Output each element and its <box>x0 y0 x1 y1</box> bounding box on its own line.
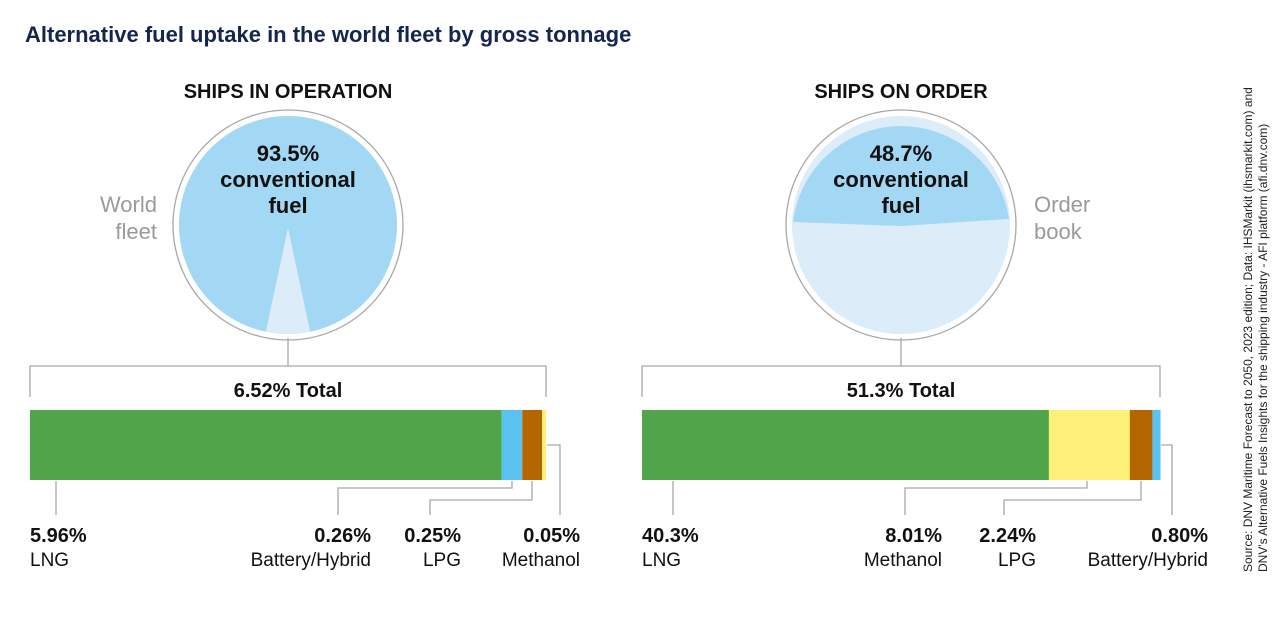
total-label-order: 51.3% Total <box>847 380 956 402</box>
leader-methanol <box>547 444 561 515</box>
value-lng: 5.96% <box>30 525 87 547</box>
bar-segment-battery-hybrid <box>501 410 523 480</box>
pie-value-order: 48.7% <box>870 141 932 166</box>
bar-segment-battery-hybrid <box>1152 410 1161 480</box>
pie-label-line1: conventional <box>833 167 969 192</box>
leader-lpg <box>1003 481 1142 515</box>
bar-segment-lng <box>30 410 502 480</box>
name-lng: LNG <box>30 550 69 571</box>
bar-segment-methanol <box>1048 410 1130 480</box>
pie-label-line2: fuel <box>881 193 920 218</box>
name-lpg: LPG <box>998 550 1036 571</box>
leader-lpg <box>429 481 533 515</box>
value-battery: 0.26% <box>314 525 371 547</box>
source-note: Source: DNV Maritime Forecast to 2050, 2… <box>1241 87 1270 572</box>
value-methanol: 0.05% <box>523 525 580 547</box>
value-battery: 0.80% <box>1151 525 1208 547</box>
bar-operation <box>30 410 546 480</box>
bracket-order <box>641 338 1161 397</box>
name-methanol: Methanol <box>502 550 580 571</box>
value-lng: 40.3% <box>642 525 699 547</box>
leader-methanol <box>904 481 1088 515</box>
name-methanol: Methanol <box>864 550 942 571</box>
side-label-fleet: fleet <box>115 219 157 244</box>
side-label-book: book <box>1034 219 1083 244</box>
bracket-operation <box>29 338 547 397</box>
leader-battery <box>1161 444 1173 515</box>
bar-segment-methanol <box>542 410 546 480</box>
value-methanol: 8.01% <box>885 525 942 547</box>
name-battery: Battery/Hybrid <box>1088 550 1208 571</box>
bar-segment-lpg <box>1129 410 1153 480</box>
pie-value-operation: 93.5% <box>257 141 319 166</box>
total-label-operation: 6.52% Total <box>234 380 343 402</box>
chart-title: Alternative fuel uptake in the world fle… <box>25 22 631 47</box>
leader-battery <box>337 481 513 515</box>
side-label-order: Order <box>1034 192 1090 217</box>
source-line1: Source: DNV Maritime Forecast to 2050, 2… <box>1241 87 1255 572</box>
subtitle-operation: SHIPS IN OPERATION <box>184 81 393 103</box>
name-lng: LNG <box>642 550 681 571</box>
bar-segment-lng <box>642 410 1049 480</box>
pie-slice-alternative-operation <box>265 228 311 334</box>
pie-label-line1: conventional <box>220 167 356 192</box>
pie-label-line2: fuel <box>268 193 307 218</box>
side-label-world: World <box>100 192 157 217</box>
source-line2: DNV's Alternative Fuels Insights for the… <box>1256 124 1270 572</box>
bar-order <box>642 410 1161 480</box>
subtitle-order: SHIPS ON ORDER <box>814 81 988 103</box>
pie-slice-conventional-order <box>793 126 1009 226</box>
name-battery: Battery/Hybrid <box>251 550 371 571</box>
pie-slice-conventional-operation <box>179 116 397 334</box>
value-lpg: 2.24% <box>979 525 1036 547</box>
name-lpg: LPG <box>423 550 461 571</box>
bar-segment-lpg <box>522 410 543 480</box>
value-lpg: 0.25% <box>404 525 461 547</box>
